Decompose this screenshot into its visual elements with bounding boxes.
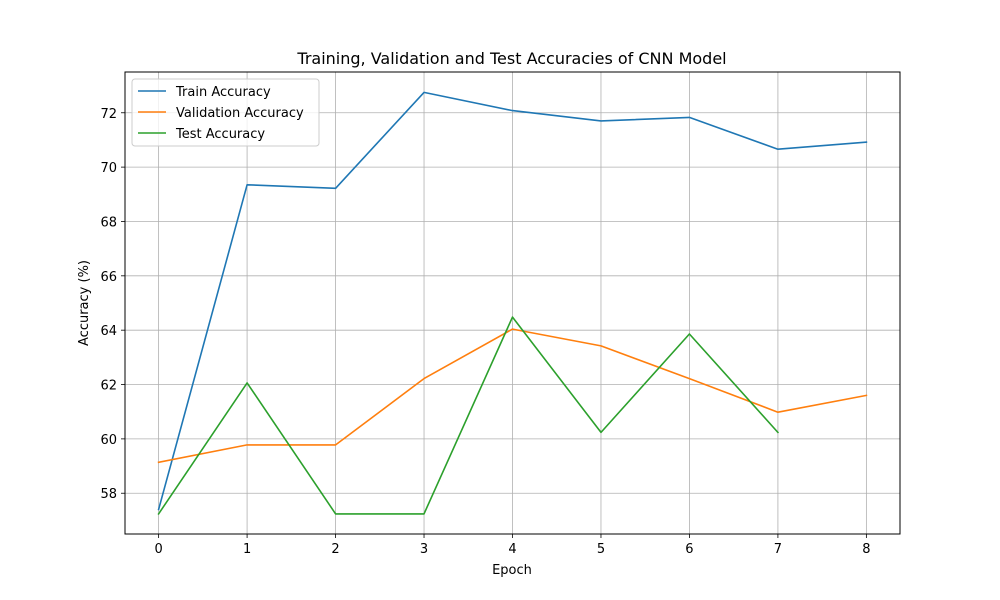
x-tick-label: 6 bbox=[685, 542, 693, 557]
x-tick-label: 7 bbox=[774, 542, 782, 557]
y-tick-label: 68 bbox=[100, 215, 117, 230]
series-lines bbox=[157, 91, 868, 516]
y-axis-ticks: 58 60 62 64 66 68 70 72 bbox=[100, 107, 125, 502]
x-tick-label: 8 bbox=[862, 542, 870, 557]
x-tick-label: 2 bbox=[331, 542, 339, 557]
chart-title: Training, Validation and Test Accuracies… bbox=[296, 49, 726, 68]
legend-label-train-accuracy: Train Accuracy bbox=[175, 85, 271, 100]
x-tick-label: 3 bbox=[420, 542, 428, 557]
series-line-test-accuracy bbox=[157, 316, 780, 516]
y-tick-label: 58 bbox=[100, 487, 117, 502]
series-line-train-accuracy bbox=[157, 91, 868, 511]
x-axis-label: Epoch bbox=[492, 563, 532, 578]
x-tick-label: 1 bbox=[243, 542, 251, 557]
y-tick-label: 70 bbox=[100, 161, 117, 176]
y-tick-label: 66 bbox=[100, 270, 117, 285]
y-tick-label: 62 bbox=[100, 379, 117, 394]
y-axis-label: Accuracy (%) bbox=[77, 260, 92, 346]
x-tick-label: 5 bbox=[597, 542, 605, 557]
x-tick-label: 4 bbox=[508, 542, 516, 557]
y-tick-label: 72 bbox=[100, 107, 117, 122]
series-line-validation-accuracy bbox=[157, 328, 868, 464]
legend-label-test-accuracy: Test Accuracy bbox=[175, 127, 265, 142]
legend: Train Accuracy Validation Accuracy Test Ac… bbox=[131, 78, 320, 147]
y-tick-label: 64 bbox=[100, 324, 117, 339]
legend-box bbox=[131, 78, 320, 147]
y-tick-label: 60 bbox=[100, 433, 117, 448]
x-axis-ticks: 0 1 2 3 4 5 6 7 8 bbox=[154, 534, 871, 557]
x-tick-label: 0 bbox=[154, 542, 162, 557]
legend-label-validation-accuracy: Validation Accuracy bbox=[176, 106, 304, 121]
